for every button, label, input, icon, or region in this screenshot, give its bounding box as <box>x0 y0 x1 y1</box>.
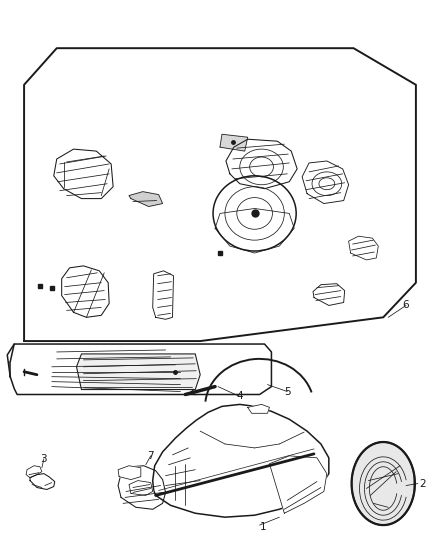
Polygon shape <box>24 48 416 341</box>
Polygon shape <box>118 466 166 509</box>
Text: 3: 3 <box>41 454 47 464</box>
Polygon shape <box>226 139 297 189</box>
Polygon shape <box>349 236 378 260</box>
Polygon shape <box>26 466 42 478</box>
Polygon shape <box>248 405 269 413</box>
Polygon shape <box>129 481 153 495</box>
Polygon shape <box>7 344 272 394</box>
Polygon shape <box>30 474 55 489</box>
Polygon shape <box>352 442 414 525</box>
Polygon shape <box>118 466 141 480</box>
Polygon shape <box>220 134 248 151</box>
Polygon shape <box>313 284 345 305</box>
Polygon shape <box>62 266 109 317</box>
Text: 2: 2 <box>420 479 426 489</box>
Text: 1: 1 <box>260 522 267 532</box>
Text: 5: 5 <box>284 386 290 397</box>
Polygon shape <box>269 456 327 513</box>
Polygon shape <box>302 161 349 204</box>
Polygon shape <box>54 149 113 199</box>
Text: 6: 6 <box>403 301 410 310</box>
Polygon shape <box>153 271 173 319</box>
Polygon shape <box>215 208 294 253</box>
Polygon shape <box>129 192 162 206</box>
Text: 4: 4 <box>237 391 243 401</box>
Polygon shape <box>153 405 329 517</box>
Text: 7: 7 <box>148 451 154 461</box>
Polygon shape <box>77 354 200 390</box>
